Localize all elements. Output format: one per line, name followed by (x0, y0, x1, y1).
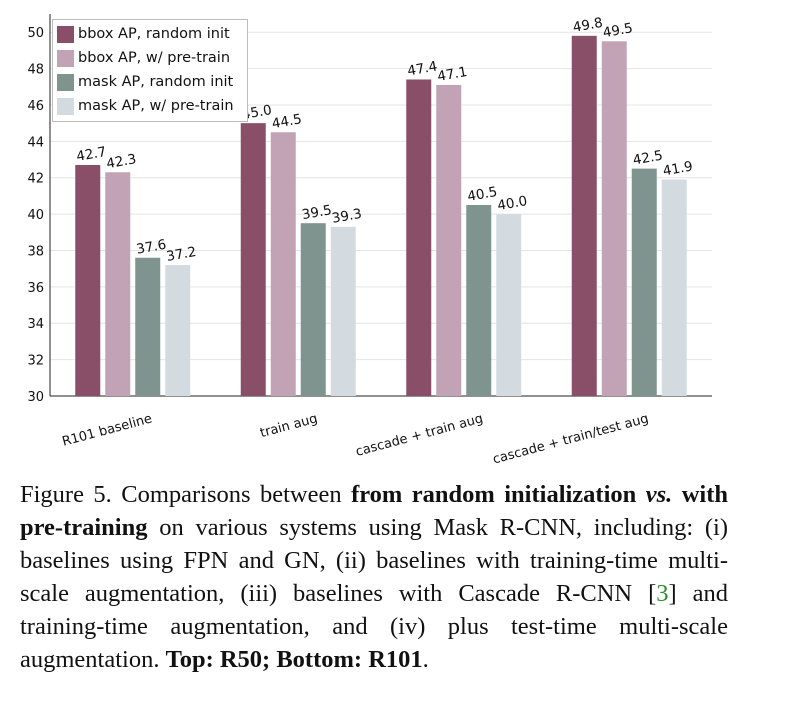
data-label: 49.5 (602, 20, 634, 41)
caption-bold: with pre-training (20, 481, 728, 541)
bar (496, 214, 522, 396)
figure-caption: Figure 5. Comparisons between from rando… (20, 478, 728, 676)
legend-label: mask AP, random init (78, 74, 234, 90)
data-label: 42.5 (632, 148, 664, 169)
bar (300, 223, 326, 396)
data-label: 47.4 (406, 58, 438, 79)
caption-bold: from random initialization (351, 481, 637, 508)
data-label: 40.0 (496, 193, 528, 214)
bar (631, 168, 657, 396)
legend: bbox AP, random init bbox AP, w/ pre-tra… (52, 19, 248, 122)
bar (240, 123, 266, 397)
legend-label: bbox AP, w/ pre-train (78, 50, 231, 66)
y-tick-label: 48 (27, 63, 44, 78)
bar-chart: 42.742.3 37.637.2 45.044.5 39.539.3 47.447.1… (27, 14, 712, 467)
caption-text: ] and training-time augmentation, and (i… (20, 580, 728, 673)
bar (135, 257, 161, 396)
data-label: 39.5 (301, 202, 333, 223)
data-label: 37.6 (135, 237, 167, 258)
bar (165, 265, 191, 396)
legend-item: bbox AP, w/ pre-train (57, 46, 243, 70)
x-tick-label: cascade + train aug (354, 411, 485, 459)
axes (49, 14, 712, 397)
y-tick-label: 34 (27, 317, 44, 332)
caption-text: . (422, 646, 429, 673)
y-tick-label: 30 (27, 390, 44, 405)
bar (270, 132, 296, 396)
data-label: 45.0 (241, 102, 273, 123)
data-label: 44.5 (271, 111, 303, 132)
legend-swatch (57, 25, 74, 43)
grid-lines (50, 31, 712, 361)
data-label: 41.9 (662, 158, 694, 179)
data-labels: 42.742.3 37.637.2 45.044.5 39.539.3 47.447.1… (75, 15, 694, 265)
bar (75, 164, 101, 396)
bar (406, 79, 432, 396)
y-tick-label: 40 (27, 208, 44, 223)
bar (105, 172, 131, 396)
data-label: 37.2 (165, 244, 197, 265)
legend-label: bbox AP, random init (78, 26, 230, 42)
y-tick-label: 42 (27, 172, 44, 187)
legend-item: mask AP, w/ pre-train (57, 94, 243, 118)
y-tick-label: 44 (27, 135, 44, 150)
legend-label: mask AP, w/ pre-train (78, 98, 234, 114)
data-label: 42.7 (75, 144, 107, 165)
y-tick-label: 38 (27, 244, 44, 259)
legend-swatch (57, 73, 74, 91)
data-label: 39.3 (331, 206, 363, 227)
y-tick-label: 50 (27, 26, 44, 41)
caption-text: on various systems using Mask R-CNN, inc… (20, 514, 728, 607)
bar (571, 35, 597, 396)
figure-label: Figure 5. (20, 481, 112, 508)
legend-swatch (57, 97, 74, 115)
bar (466, 205, 492, 396)
data-label: 40.5 (466, 184, 498, 205)
y-tick-label: 46 (27, 99, 44, 114)
data-label: 47.1 (436, 64, 468, 85)
bar (661, 179, 687, 396)
caption-bold: Top: R50; Bottom: R101 (165, 646, 423, 673)
y-tick-label: 32 (27, 354, 44, 369)
data-label: 42.3 (105, 151, 137, 172)
y-tick-label: 36 (27, 281, 44, 296)
x-tick-label: R101 baseline (61, 411, 154, 449)
x-tick-label: cascade + train/test aug (491, 411, 650, 467)
bar (436, 84, 462, 396)
citation-link[interactable]: 3 (656, 580, 669, 607)
legend-item: bbox AP, random init (57, 22, 243, 46)
data-label: 49.8 (572, 15, 604, 36)
x-tick-label: train aug (259, 411, 320, 441)
bars (75, 35, 687, 397)
bar (330, 226, 356, 396)
legend-item: mask AP, random init (57, 70, 243, 94)
legend-swatch (57, 49, 74, 67)
bar (601, 41, 627, 397)
caption-italic: vs. (636, 481, 673, 508)
caption-text: Comparisons between (111, 481, 352, 508)
